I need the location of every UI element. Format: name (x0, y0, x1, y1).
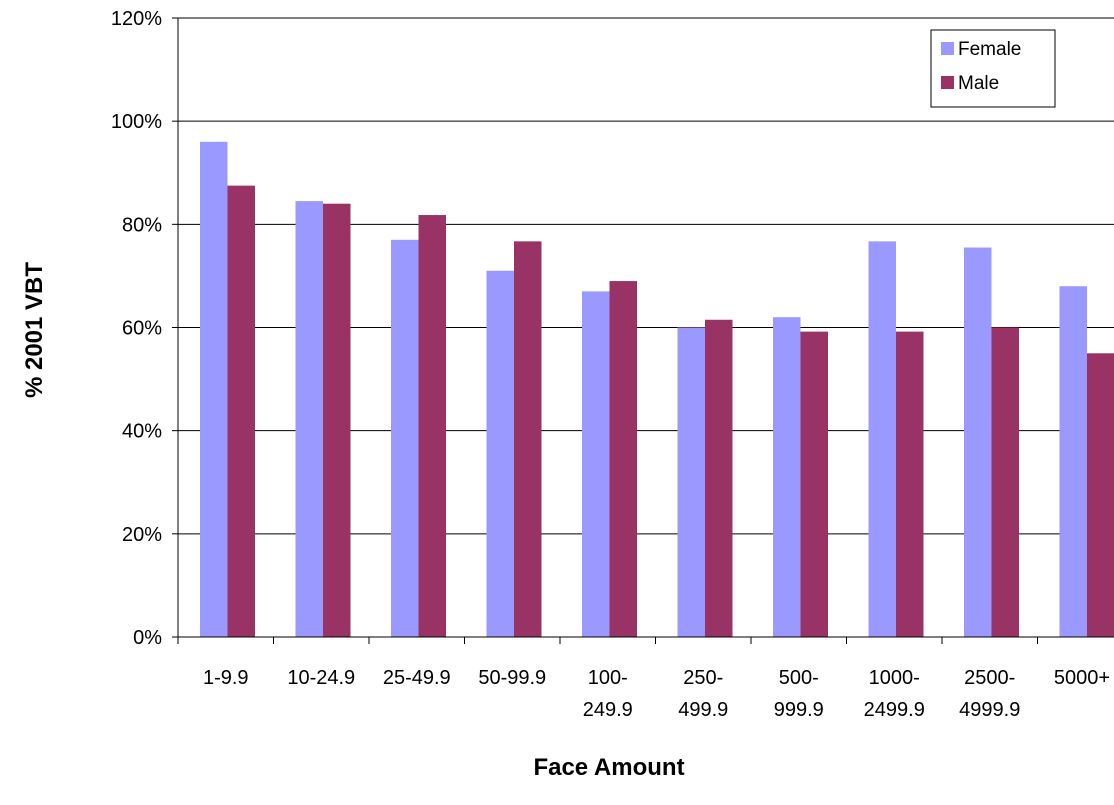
bar-female (391, 239, 419, 637)
y-axis-title: % 2001 VBT (21, 262, 48, 398)
x-tick-label: 1000-2499.9 (864, 667, 925, 721)
y-tick-label: 0% (133, 627, 162, 649)
bar-female (582, 291, 610, 637)
x-tick-label: 250-499.9 (678, 667, 728, 721)
x-tick-label: 25-49.9 (383, 667, 451, 689)
y-tick-labels: 0% 20% 40% 60% 80% 100% 120% (111, 8, 162, 649)
y-tick-label: 40% (122, 421, 162, 443)
x-tick-label: 500-999.9 (774, 667, 824, 721)
bar-male (1087, 353, 1114, 637)
bar-male (514, 241, 542, 637)
bar-male (227, 185, 255, 638)
axes (177, 18, 1114, 644)
bars (200, 141, 1114, 638)
x-tick-label: 10-24.9 (287, 667, 355, 689)
legend-swatch-female (941, 42, 954, 55)
bar-female (486, 270, 514, 637)
legend-label-male: Male (958, 73, 999, 94)
y-tick-label: 20% (122, 524, 162, 546)
bar-female (200, 141, 228, 638)
y-tick-label: 60% (122, 318, 162, 340)
bar-female (773, 317, 801, 637)
bar-female (868, 241, 896, 637)
legend: Female Male (930, 29, 1056, 108)
bar-male (991, 327, 1019, 637)
y-tick-label: 80% (122, 214, 162, 236)
bar-male (896, 331, 924, 637)
y-tick-label: 120% (111, 8, 162, 30)
legend-swatch-male (941, 76, 954, 89)
bar-male (609, 281, 637, 637)
bar-male (800, 331, 828, 637)
legend-label-female: Female (958, 39, 1021, 60)
bar-female (677, 327, 705, 637)
y-tick-label: 100% (111, 111, 162, 133)
bar-female (1059, 286, 1087, 637)
x-tick-labels: 1-9.9 10-24.9 25-49.9 50-99.9 100-249.9 250-4… (203, 667, 1110, 721)
bar-female (295, 201, 323, 637)
bar-male (705, 319, 733, 637)
x-tick-label: 2500-4999.9 (959, 667, 1020, 721)
x-axis-title: Face Amount (533, 754, 684, 781)
x-tick-label: 5000+ (1054, 667, 1110, 689)
x-tick-label: 1-9.9 (203, 667, 249, 689)
x-tick-label: 50-99.9 (478, 667, 546, 689)
bar-male (323, 203, 351, 637)
bar-female (964, 247, 992, 637)
x-tick-label: 100-249.9 (583, 667, 633, 721)
bar-male (418, 215, 446, 637)
